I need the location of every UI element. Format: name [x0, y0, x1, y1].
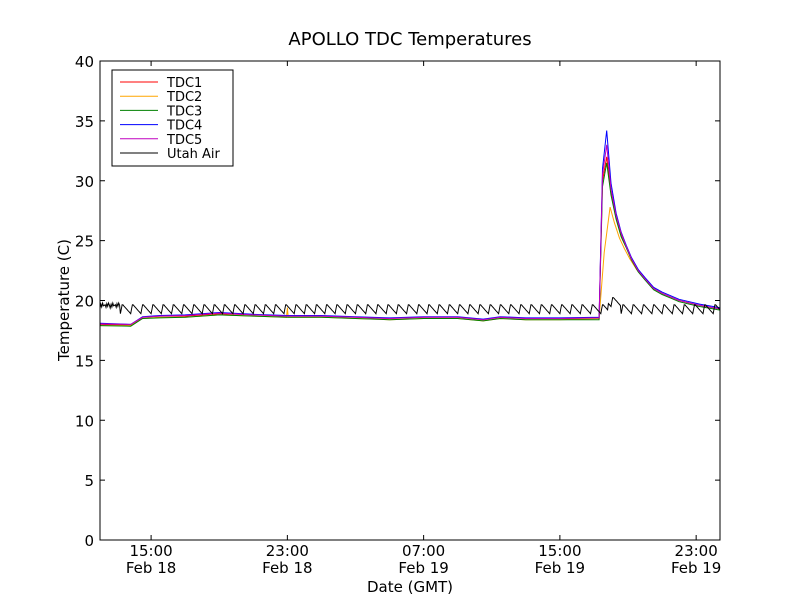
y-tick-label: 35 — [75, 113, 94, 131]
y-tick-label: 30 — [75, 173, 94, 191]
x-tick-label-time: 23:00 — [675, 542, 718, 560]
y-tick-label: 0 — [84, 532, 94, 550]
y-tick-label: 5 — [84, 472, 94, 490]
x-tick-label-time: 15:00 — [129, 542, 172, 560]
x-tick-label-date: Feb 19 — [535, 559, 585, 577]
x-tick-label-date: Feb 19 — [398, 559, 448, 577]
legend-label: Utah Air — [167, 147, 220, 162]
series-line-tdc5 — [100, 144, 720, 325]
y-tick-label: 25 — [75, 233, 94, 251]
x-tick-label-time: 07:00 — [402, 542, 445, 560]
series-group — [100, 130, 720, 327]
series-line-tdc3 — [100, 162, 720, 327]
plot-frame — [99, 60, 721, 541]
chart-title: APOLLO TDC Temperatures — [288, 29, 531, 50]
series-line-utah-air — [100, 297, 720, 315]
y-tick-label: 20 — [75, 293, 94, 311]
x-tick-label-date: Feb 18 — [126, 559, 176, 577]
x-axis-label: Date (GMT) — [367, 578, 453, 596]
y-tick-label: 40 — [75, 53, 94, 71]
y-axis-label: Temperature (C) — [55, 239, 73, 362]
x-tick-label-date: Feb 19 — [671, 559, 721, 577]
legend-label: TDC3 — [166, 104, 202, 119]
y-tick-label: 15 — [75, 352, 94, 370]
x-tick-label-date: Feb 18 — [262, 559, 312, 577]
legend-box — [111, 69, 234, 167]
legend-label: TDC4 — [166, 119, 202, 134]
legend-label: TDC1 — [166, 76, 202, 91]
y-tick-label: 10 — [75, 412, 94, 430]
legend-label: TDC5 — [166, 133, 202, 148]
x-tick-label-time: 23:00 — [266, 542, 309, 560]
legend-label: TDC2 — [166, 90, 202, 105]
series-line-tdc1 — [100, 156, 720, 326]
x-tick-label-time: 15:00 — [538, 542, 581, 560]
